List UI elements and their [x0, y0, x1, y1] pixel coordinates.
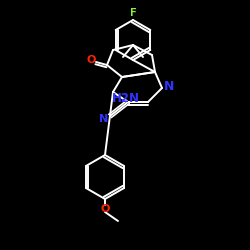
Text: O: O	[100, 204, 110, 214]
Text: N: N	[164, 80, 174, 94]
Text: F: F	[130, 8, 136, 18]
Text: H2N: H2N	[112, 92, 140, 106]
Text: N: N	[100, 114, 108, 124]
Text: O: O	[86, 55, 96, 65]
